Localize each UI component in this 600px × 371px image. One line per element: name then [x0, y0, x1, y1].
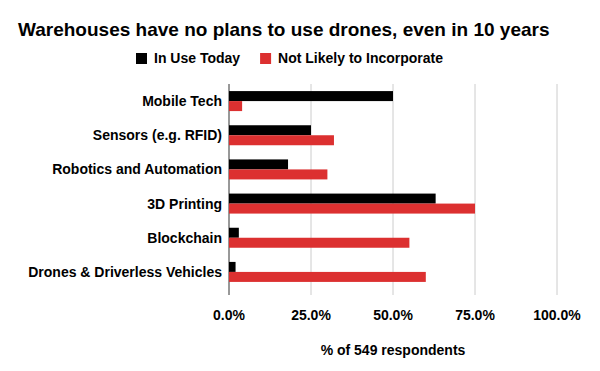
category-label: Drones & Driverless Vehicles: [28, 264, 222, 280]
category-label: Robotics and Automation: [52, 161, 222, 177]
bar: [229, 169, 327, 179]
legend-swatch: [260, 53, 271, 64]
bar: [229, 101, 242, 111]
grid-line: [475, 84, 476, 295]
title: Warehouses have no plans to use drones, …: [18, 19, 550, 40]
category-label: Mobile Tech: [142, 93, 222, 109]
tick-label: 0.0%: [213, 307, 245, 323]
legend-swatch: [136, 53, 147, 64]
bar: [229, 125, 311, 135]
legend-label: In Use Today: [154, 50, 240, 66]
bars: [229, 91, 475, 282]
chart-svg: Warehouses have no plans to use drones, …: [0, 0, 600, 371]
tick-label: 25.0%: [291, 307, 331, 323]
bar: [229, 262, 236, 272]
legend: In Use Today Not Likely to Incorporate: [136, 50, 443, 66]
bar: [229, 194, 436, 204]
bar: [229, 135, 334, 145]
tick-label: 100.0%: [533, 307, 581, 323]
tick-label: 50.0%: [373, 307, 413, 323]
legend-label: Not Likely to Incorporate: [278, 50, 443, 66]
bar: [229, 228, 239, 238]
grid-line: [557, 84, 558, 295]
bar: [229, 91, 393, 101]
bar: [229, 238, 409, 248]
category-label: Blockchain: [147, 230, 222, 246]
x-axis-label: % of 549 respondents: [321, 342, 466, 358]
axis-line: [229, 295, 557, 296]
category-label: Sensors (e.g. RFID): [93, 127, 222, 143]
bar: [229, 204, 475, 214]
grid-line: [311, 84, 312, 295]
bar: [229, 272, 426, 282]
tick-label: 75.0%: [455, 307, 495, 323]
grid-line: [393, 84, 394, 295]
bar: [229, 159, 288, 169]
chart-container: Warehouses have no plans to use drones, …: [0, 0, 600, 371]
category-label: 3D Printing: [147, 196, 222, 212]
